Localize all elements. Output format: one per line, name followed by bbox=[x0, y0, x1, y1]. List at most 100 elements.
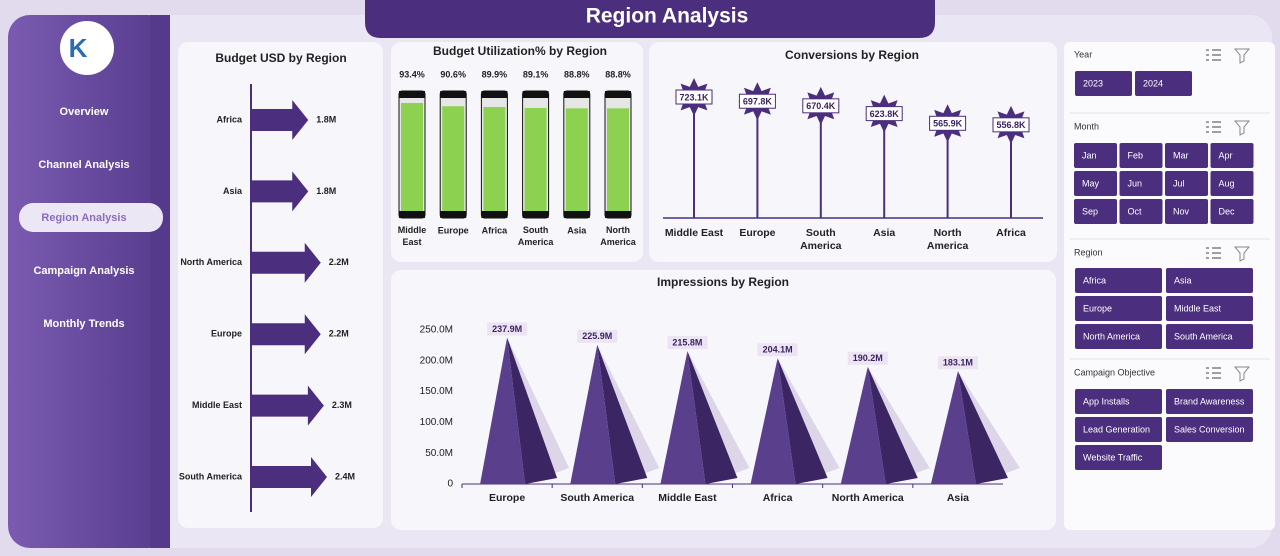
category-label: South America bbox=[518, 225, 555, 247]
slicer-item[interactable]: Feb bbox=[1128, 150, 1144, 160]
slicer-item[interactable]: North America bbox=[1083, 331, 1140, 341]
slicer-item[interactable]: Africa bbox=[1083, 275, 1106, 285]
multi-select-icon[interactable] bbox=[1206, 367, 1221, 379]
slicer-item[interactable]: Brand Awareness bbox=[1174, 396, 1245, 406]
multi-select-icon[interactable] bbox=[1206, 49, 1221, 61]
value-label: 88.8% bbox=[564, 69, 590, 79]
slicer-item[interactable]: Jun bbox=[1128, 178, 1143, 188]
nav-item[interactable]: Channel Analysis bbox=[38, 159, 129, 171]
slicer-button[interactable] bbox=[1166, 268, 1253, 293]
slicer-button[interactable] bbox=[1075, 417, 1162, 442]
value-label: 90.6% bbox=[440, 69, 466, 79]
value-label: 623.8K bbox=[870, 109, 900, 119]
slicer-item[interactable]: Asia bbox=[1174, 275, 1192, 285]
slicer-button[interactable] bbox=[1074, 171, 1117, 196]
arrow-bar bbox=[252, 171, 309, 212]
slicer-button[interactable] bbox=[1075, 389, 1162, 414]
slicer-button[interactable] bbox=[1165, 143, 1208, 168]
slicer-button[interactable] bbox=[1166, 324, 1253, 349]
slicer-item[interactable]: Middle East bbox=[1174, 303, 1222, 313]
slicer-item[interactable]: Jul bbox=[1173, 178, 1185, 188]
label-box bbox=[937, 356, 978, 370]
category-label: Africa bbox=[216, 114, 243, 124]
slicer-item[interactable]: Apr bbox=[1219, 150, 1233, 160]
logo-mark: K bbox=[69, 33, 88, 63]
battery-fill bbox=[565, 108, 588, 211]
slicer-button[interactable] bbox=[1075, 445, 1162, 470]
battery-base bbox=[522, 211, 549, 218]
slicer-button[interactable] bbox=[1075, 324, 1162, 349]
slicer-item[interactable]: 2023 bbox=[1083, 78, 1103, 88]
nav-item[interactable]: Region Analysis bbox=[41, 212, 126, 224]
slicer-item[interactable]: South America bbox=[1174, 331, 1233, 341]
slicer-item[interactable]: Oct bbox=[1128, 206, 1143, 216]
value-label: 723.1K bbox=[679, 92, 709, 102]
slicer-button[interactable] bbox=[1210, 171, 1254, 196]
slicer-button[interactable] bbox=[1074, 143, 1117, 168]
clear-filter-icon[interactable] bbox=[1233, 246, 1251, 262]
slicer-button[interactable] bbox=[1165, 199, 1208, 224]
multi-select-icon[interactable] bbox=[1206, 247, 1221, 259]
category-label: North America bbox=[927, 227, 969, 252]
slicer-button[interactable] bbox=[1210, 199, 1254, 224]
battery-cap bbox=[440, 91, 467, 98]
y-tick-label: 50.0M bbox=[425, 448, 453, 459]
slicer-item[interactable]: May bbox=[1082, 178, 1100, 188]
y-tick-label: 0 bbox=[447, 479, 453, 490]
slicer-item[interactable]: Dec bbox=[1219, 206, 1236, 216]
slicer-item[interactable]: 2024 bbox=[1143, 78, 1163, 88]
battery-fill bbox=[607, 108, 629, 211]
slicer-button[interactable] bbox=[1166, 389, 1253, 414]
battery-base bbox=[605, 211, 631, 218]
slicer-item[interactable]: Mar bbox=[1173, 150, 1189, 160]
slicer-button[interactable] bbox=[1119, 171, 1163, 196]
clear-filter-icon[interactable] bbox=[1233, 48, 1251, 64]
slicer-item[interactable]: Sales Conversion bbox=[1174, 424, 1245, 434]
slicer-item[interactable]: Nov bbox=[1173, 206, 1190, 216]
slicer-item[interactable]: Sep bbox=[1082, 206, 1098, 216]
slicer-button[interactable] bbox=[1135, 71, 1192, 96]
label-box bbox=[929, 115, 967, 131]
x-tick-label: Middle East bbox=[658, 492, 717, 504]
slicer-item[interactable]: Jan bbox=[1082, 150, 1097, 160]
slicer-button[interactable] bbox=[1166, 417, 1253, 442]
label-box bbox=[757, 343, 798, 357]
value-label: 670.4K bbox=[806, 101, 836, 111]
multi-select-icon[interactable] bbox=[1206, 121, 1221, 133]
slicer-button[interactable] bbox=[1074, 199, 1117, 224]
category-label: Asia bbox=[567, 225, 587, 235]
slicer-button[interactable] bbox=[1075, 268, 1162, 293]
battery-fill bbox=[524, 107, 547, 211]
slicer-item[interactable]: Europe bbox=[1083, 303, 1112, 313]
nav-item[interactable]: Overview bbox=[60, 106, 109, 118]
slicer-button[interactable] bbox=[1166, 296, 1253, 321]
slicer-button[interactable] bbox=[1119, 199, 1163, 224]
slicer-item[interactable]: Website Traffic bbox=[1083, 452, 1143, 462]
slicer-title: Year bbox=[1074, 49, 1092, 59]
slicer-item[interactable]: Lead Generation bbox=[1083, 424, 1150, 434]
slicer-button[interactable] bbox=[1165, 171, 1208, 196]
slicer-title: Region bbox=[1074, 247, 1103, 257]
slicer-title: Campaign Objective bbox=[1074, 367, 1155, 377]
value-label: 225.9M bbox=[582, 331, 612, 341]
slicer-button[interactable] bbox=[1119, 143, 1163, 168]
slicer-button[interactable] bbox=[1075, 296, 1162, 321]
clear-filter-icon[interactable] bbox=[1233, 366, 1251, 382]
slicer-item[interactable]: Aug bbox=[1219, 178, 1235, 188]
y-tick-label: 200.0M bbox=[420, 355, 453, 366]
pyramid bbox=[840, 366, 886, 484]
nav-item[interactable]: Campaign Analysis bbox=[33, 265, 134, 277]
pyramid bbox=[660, 351, 706, 484]
slicer-title: Month bbox=[1074, 121, 1099, 131]
value-label: 183.1M bbox=[943, 358, 973, 368]
nav-item[interactable]: Monthly Trends bbox=[43, 318, 124, 330]
slicer-button[interactable] bbox=[1075, 71, 1132, 96]
header-tab bbox=[365, 0, 935, 38]
x-tick-label: South America bbox=[560, 492, 634, 504]
label-box bbox=[675, 89, 713, 105]
slicer-button[interactable] bbox=[1210, 143, 1254, 168]
slicer-item[interactable]: App Installs bbox=[1083, 396, 1130, 406]
clear-filter-icon[interactable] bbox=[1233, 120, 1251, 136]
category-label: South America bbox=[179, 471, 243, 481]
